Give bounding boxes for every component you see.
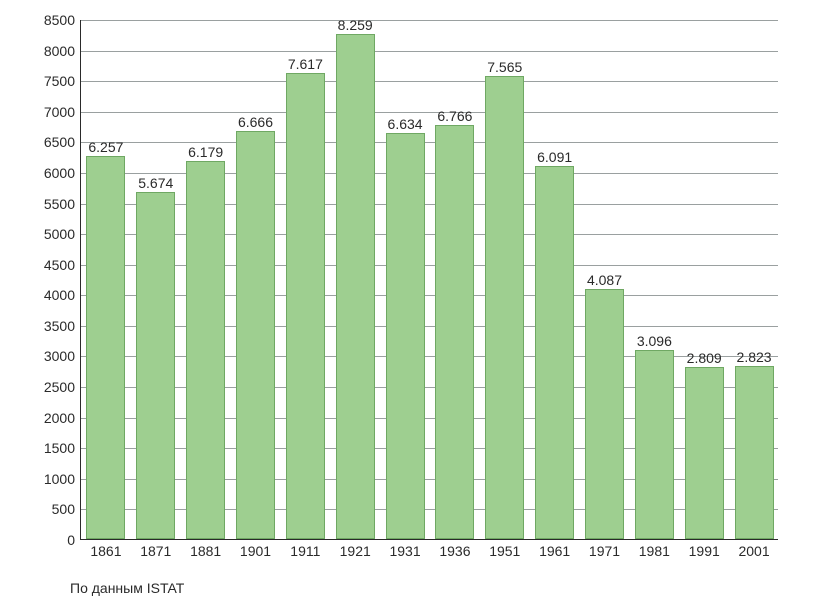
x-tick-label: 1921 — [340, 543, 371, 559]
y-tick-label: 2000 — [44, 410, 75, 426]
y-tick-label: 5500 — [44, 196, 75, 212]
bars-layer: 6.257 5.674 6.179 6.666 7.617 8.259 6.634 6.766… — [81, 20, 778, 539]
y-tick-label: 8000 — [44, 43, 75, 59]
y-tick-label: 1000 — [44, 471, 75, 487]
bar: 4.087 — [585, 289, 624, 539]
x-tick-label: 1861 — [90, 543, 121, 559]
bar-value-label: 6.634 — [388, 116, 423, 132]
x-tick-label: 2001 — [738, 543, 769, 559]
bar-value-label: 6.766 — [437, 108, 472, 124]
y-tick-label: 500 — [52, 501, 75, 517]
y-tick-label: 6000 — [44, 165, 75, 181]
y-tick-label: 3500 — [44, 318, 75, 334]
bar: 3.096 — [635, 350, 674, 539]
bar: 7.617 — [286, 73, 325, 539]
y-tick-label: 0 — [67, 532, 75, 548]
y-tick-label: 6500 — [44, 134, 75, 150]
y-tick-label: 8500 — [44, 12, 75, 28]
x-tick-label: 1971 — [589, 543, 620, 559]
bar: 6.179 — [186, 161, 225, 539]
bar-value-label: 7.565 — [487, 59, 522, 75]
plot-area: 6.257 5.674 6.179 6.666 7.617 8.259 6.634 6.766… — [80, 20, 778, 540]
x-tick-label: 1911 — [290, 543, 320, 559]
bar-value-label: 2.809 — [687, 350, 722, 366]
bar: 6.634 — [386, 133, 425, 539]
x-tick-label: 1901 — [240, 543, 271, 559]
data-source-note: По данным ISTAT — [70, 580, 184, 596]
bar: 2.823 — [735, 366, 774, 539]
x-tick-label: 1881 — [190, 543, 221, 559]
y-tick-label: 4500 — [44, 257, 75, 273]
bar: 6.766 — [435, 125, 474, 539]
y-tick-label: 1500 — [44, 440, 75, 456]
bar-value-label: 6.179 — [188, 144, 223, 160]
bar-value-label: 4.087 — [587, 272, 622, 288]
x-tick-label: 1936 — [439, 543, 470, 559]
bar-value-label: 5.674 — [138, 175, 173, 191]
x-tick-label: 1871 — [140, 543, 171, 559]
bar: 6.091 — [535, 166, 574, 539]
bar-value-label: 6.257 — [88, 139, 123, 155]
y-tick-label: 4000 — [44, 287, 75, 303]
bar-value-label: 3.096 — [637, 333, 672, 349]
data-source-text: По данным ISTAT — [70, 580, 184, 596]
bar: 5.674 — [136, 192, 175, 539]
x-tick-label: 1931 — [389, 543, 420, 559]
bar: 8.259 — [336, 34, 375, 539]
y-tick-label: 7500 — [44, 73, 75, 89]
bar: 7.565 — [485, 76, 524, 539]
bar: 6.257 — [86, 156, 125, 539]
y-tick-label: 3000 — [44, 348, 75, 364]
x-tick-label: 1991 — [689, 543, 720, 559]
bar-value-label: 2.823 — [737, 349, 772, 365]
bar-value-label: 8.259 — [338, 17, 373, 33]
bar-value-label: 7.617 — [288, 56, 323, 72]
bar-value-label: 6.666 — [238, 114, 273, 130]
y-tick-label: 2500 — [44, 379, 75, 395]
x-tick-label: 1961 — [539, 543, 570, 559]
chart-container: 6.257 5.674 6.179 6.666 7.617 8.259 6.634 6.766… — [0, 0, 825, 610]
x-tick-label: 1951 — [489, 543, 520, 559]
bar: 6.666 — [236, 131, 275, 539]
y-tick-label: 5000 — [44, 226, 75, 242]
y-tick-label: 7000 — [44, 104, 75, 120]
bar: 2.809 — [685, 367, 724, 539]
x-tick-label: 1981 — [639, 543, 670, 559]
bar-value-label: 6.091 — [537, 149, 572, 165]
